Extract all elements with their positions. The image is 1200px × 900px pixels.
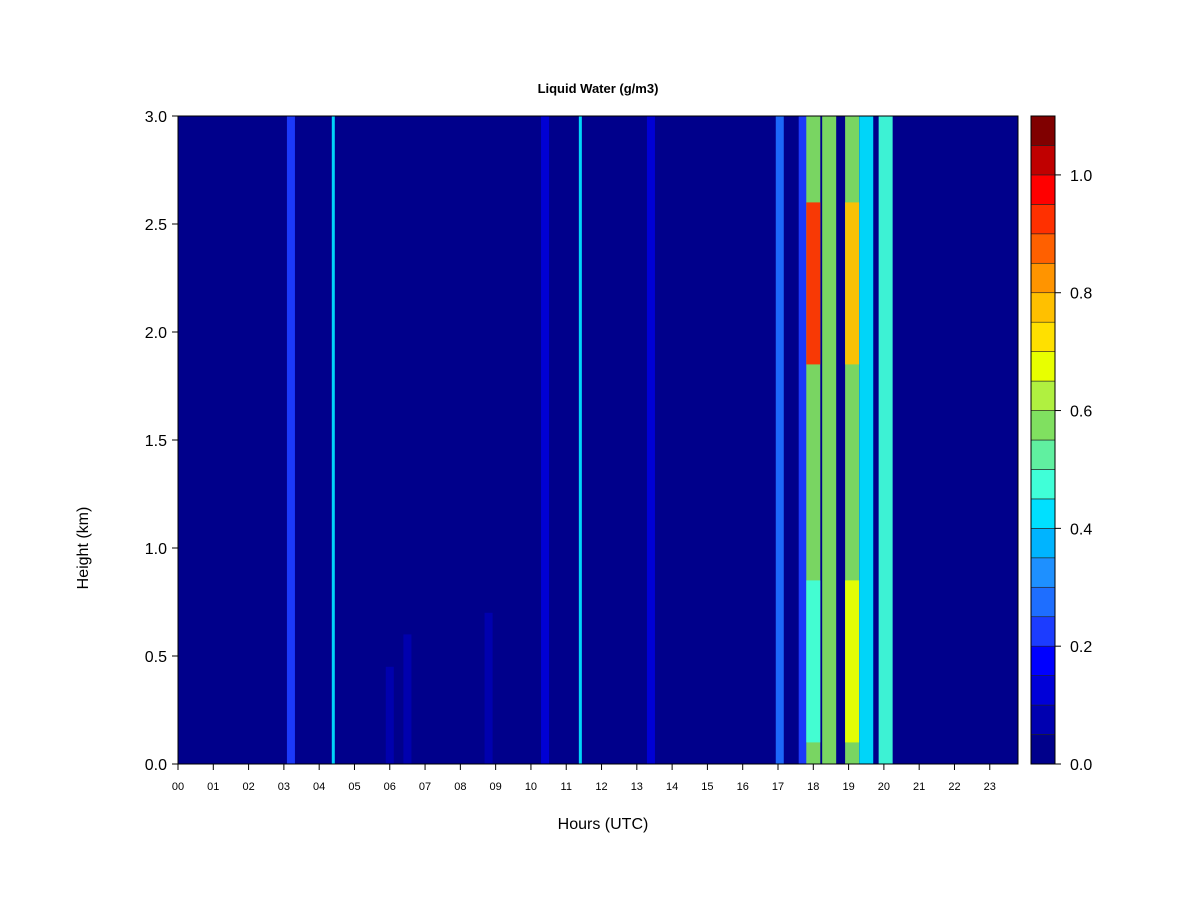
colorbar-swatch bbox=[1030, 469, 1056, 500]
colorbar-tick-label: 0.0 bbox=[1070, 757, 1092, 774]
y-tick-label: 1.5 bbox=[145, 433, 167, 450]
y-tick-label: 0.0 bbox=[145, 757, 167, 774]
colorbar-swatch bbox=[1030, 734, 1056, 765]
heatmap-cell bbox=[806, 580, 821, 743]
heatmap-cell bbox=[775, 116, 784, 764]
y-tick-label: 3.0 bbox=[145, 109, 167, 126]
colorbar-tick-label: 0.6 bbox=[1070, 404, 1092, 421]
heatmap-cell bbox=[845, 202, 860, 365]
y-tick-label: 0.5 bbox=[145, 649, 167, 666]
colorbar-swatch bbox=[1030, 204, 1056, 235]
x-tick-label: 20 bbox=[878, 781, 890, 793]
y-axis: 0.0 0.5 1.0 1.5 2.0 2.5 3.0 bbox=[145, 109, 178, 774]
heatmap-cell bbox=[822, 116, 837, 764]
x-tick-label: 10 bbox=[525, 781, 537, 793]
colorbar bbox=[1030, 115, 1056, 765]
x-tick-label: 05 bbox=[348, 781, 360, 793]
colorbar-swatch bbox=[1030, 410, 1056, 441]
colorbar-swatch bbox=[1030, 498, 1056, 529]
x-tick-label: 21 bbox=[913, 781, 925, 793]
x-tick-label: 16 bbox=[737, 781, 749, 793]
chart-title: Liquid Water (g/m3) bbox=[538, 81, 659, 96]
colorbar-swatch bbox=[1030, 174, 1056, 205]
x-tick-label: 22 bbox=[948, 781, 960, 793]
x-tick-label: 04 bbox=[313, 781, 325, 793]
x-tick-label: 09 bbox=[490, 781, 502, 793]
heatmap-cell bbox=[331, 116, 335, 764]
x-axis-label: Hours (UTC) bbox=[558, 816, 649, 833]
x-tick-label: 18 bbox=[807, 781, 819, 793]
colorbar-swatch bbox=[1030, 704, 1056, 735]
x-tick-label: 08 bbox=[454, 781, 466, 793]
colorbar-swatch bbox=[1030, 439, 1056, 470]
heatmap-background bbox=[178, 116, 1018, 764]
colorbar-tick-label: 0.8 bbox=[1070, 286, 1092, 303]
x-tick-label: 06 bbox=[384, 781, 396, 793]
heatmap-cell bbox=[484, 612, 493, 764]
heatmap-cell bbox=[859, 116, 874, 764]
x-tick-label: 12 bbox=[595, 781, 607, 793]
colorbar-frame bbox=[1030, 115, 1056, 765]
x-tick-label: 17 bbox=[772, 781, 784, 793]
x-tick-label: 03 bbox=[278, 781, 290, 793]
colorbar-tick-label: 0.2 bbox=[1070, 639, 1092, 656]
heatmap-cell bbox=[845, 580, 860, 743]
x-tick-label: 07 bbox=[419, 781, 431, 793]
heatmap-cell bbox=[578, 116, 582, 764]
x-axis: 00 01 02 03 04 05 06 07 08 09 10 11 12 13 14 15 16 17 18 19… bbox=[172, 764, 996, 793]
colorbar-swatch bbox=[1030, 115, 1056, 146]
colorbar-swatch bbox=[1030, 528, 1056, 559]
y-tick-label: 2.5 bbox=[145, 217, 167, 234]
colorbar-swatch bbox=[1030, 145, 1056, 176]
y-tick-label: 1.0 bbox=[145, 541, 167, 558]
colorbar-swatch bbox=[1030, 292, 1056, 323]
heatmap-cell bbox=[541, 116, 550, 764]
x-tick-label: 00 bbox=[172, 781, 184, 793]
colorbar-swatch bbox=[1030, 675, 1056, 706]
colorbar-swatch bbox=[1030, 351, 1056, 382]
plot-area bbox=[178, 116, 1018, 764]
x-tick-label: 14 bbox=[666, 781, 678, 793]
y-tick-label: 2.0 bbox=[145, 325, 167, 342]
colorbar-tick-label: 0.4 bbox=[1070, 521, 1092, 538]
x-tick-label: 01 bbox=[207, 781, 219, 793]
heatmap-cell bbox=[385, 666, 394, 764]
heatmap-cell bbox=[798, 116, 807, 764]
x-tick-label: 23 bbox=[984, 781, 996, 793]
colorbar-swatch bbox=[1030, 616, 1056, 647]
colorbar-swatch bbox=[1030, 645, 1056, 676]
y-axis-label: Height (km) bbox=[75, 507, 92, 590]
colorbar-swatch bbox=[1030, 262, 1056, 294]
colorbar-swatch bbox=[1030, 233, 1056, 264]
heatmap-cell bbox=[878, 116, 893, 764]
heatmap-cell bbox=[806, 202, 821, 365]
colorbar-swatch bbox=[1030, 380, 1056, 411]
colorbar-swatch bbox=[1030, 321, 1056, 352]
heatmap-cell bbox=[646, 116, 655, 764]
heatmap-cell bbox=[286, 116, 295, 764]
x-tick-label: 13 bbox=[631, 781, 643, 793]
colorbar-swatch bbox=[1030, 557, 1056, 588]
heatmap-cell bbox=[403, 634, 412, 764]
x-tick-label: 11 bbox=[561, 781, 572, 793]
x-tick-label: 15 bbox=[701, 781, 713, 793]
colorbar-tick-label: 1.0 bbox=[1070, 168, 1092, 185]
x-tick-label: 02 bbox=[242, 781, 254, 793]
x-tick-label: 19 bbox=[842, 781, 854, 793]
colorbar-axis: 0.0 0.2 0.4 0.6 0.8 1.0 bbox=[1055, 168, 1092, 774]
colorbar-swatch bbox=[1030, 586, 1056, 618]
